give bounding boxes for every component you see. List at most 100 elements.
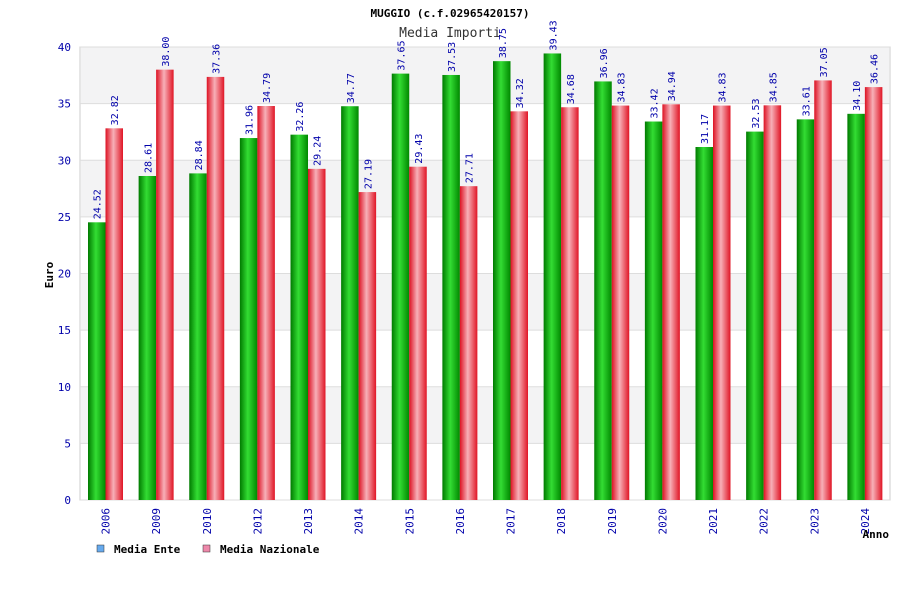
bar-value-label-ente-2009: 28.61 <box>143 143 154 173</box>
bar-nazionale-2019 <box>611 105 630 501</box>
bar-ente-2009 <box>138 175 157 500</box>
y-tick-label: 0 <box>64 494 71 507</box>
bar-value-label-nazionale-2012: 34.79 <box>262 73 273 103</box>
bar-value-label-nazionale-2020: 34.94 <box>667 71 678 101</box>
bar-nazionale-2006 <box>105 128 123 500</box>
bar-value-label-ente-2015: 37.65 <box>397 41 408 71</box>
bar-ente-2021 <box>695 146 713 500</box>
bar-value-label-ente-2012: 31.96 <box>245 105 256 135</box>
bar-value-label-nazionale-2013: 29.24 <box>313 136 324 166</box>
bar-value-label-ente-2020: 33.42 <box>650 88 661 118</box>
bar-nazionale-2017 <box>510 111 528 501</box>
x-tick-label-2006: 2006 <box>100 508 113 535</box>
x-tick-label-2015: 2015 <box>403 508 416 535</box>
bar-nazionale-2013 <box>308 168 326 500</box>
bar-nazionale-2021 <box>713 105 731 501</box>
x-tick-label-2019: 2019 <box>606 508 619 535</box>
y-tick-label: 25 <box>58 211 71 224</box>
bar-ente-2014 <box>341 106 359 501</box>
bar-value-label-ente-2006: 24.52 <box>93 189 104 219</box>
bar-value-label-nazionale-2023: 37.05 <box>819 47 830 77</box>
bar-nazionale-2020 <box>662 104 680 500</box>
bar-nazionale-2016 <box>459 186 478 500</box>
bar-value-label-ente-2010: 28.84 <box>194 140 205 170</box>
bar-ente-2006 <box>88 222 106 500</box>
y-tick-label: 5 <box>64 437 71 450</box>
bar-value-label-nazionale-2021: 34.83 <box>718 72 729 102</box>
bar-value-label-nazionale-2006: 32.82 <box>110 95 121 125</box>
x-tick-label-2021: 2021 <box>707 508 720 535</box>
bar-ente-2018 <box>543 53 562 500</box>
bar-value-label-nazionale-2024: 36.46 <box>870 54 881 84</box>
bar-value-label-nazionale-2022: 34.85 <box>768 72 779 102</box>
x-axis-label: Anno <box>863 528 890 541</box>
x-tick-label-2024: 2024 <box>859 508 872 535</box>
bar-value-label-ente-2014: 34.77 <box>346 73 357 103</box>
bar-value-label-nazionale-2014: 27.19 <box>363 159 374 189</box>
bar-ente-2013 <box>290 134 308 500</box>
bar-ente-2022 <box>746 131 764 500</box>
x-tick-label-2023: 2023 <box>808 508 821 535</box>
x-tick-label-2010: 2010 <box>201 508 214 535</box>
bar-value-label-nazionale-2016: 27.71 <box>465 153 476 183</box>
x-tick-label-2022: 2022 <box>758 508 771 535</box>
bar-value-label-nazionale-2010: 37.36 <box>212 44 223 74</box>
bar-value-label-ente-2019: 36.96 <box>599 48 610 78</box>
bar-nazionale-2022 <box>763 105 782 500</box>
x-tick-label-2014: 2014 <box>353 508 366 535</box>
x-tick-label-2017: 2017 <box>505 508 518 535</box>
x-tick-label-2018: 2018 <box>555 508 568 535</box>
legend-swatch-ente <box>96 544 105 553</box>
x-axis-ticks: 2006 2009 2010 2012 2013 2014 2015 2016 2017 2018… <box>100 508 872 535</box>
bar-ente-2019 <box>594 81 612 500</box>
bar-ente-2023 <box>796 119 815 500</box>
x-tick-label-2013: 2013 <box>302 508 315 535</box>
bar-value-label-ente-2021: 31.17 <box>700 114 711 144</box>
bar-value-label-ente-2023: 33.61 <box>802 86 813 116</box>
x-tick-label-2012: 2012 <box>251 508 264 535</box>
bar-value-label-ente-2017: 38.75 <box>498 28 509 58</box>
bar-value-label-ente-2016: 37.53 <box>447 42 458 72</box>
bar-nazionale-2009 <box>156 69 174 501</box>
x-tick-label-2020: 2020 <box>656 508 669 535</box>
x-tick-label-2009: 2009 <box>150 508 163 535</box>
y-tick-label: 20 <box>58 268 71 281</box>
bar-value-label-nazionale-2017: 34.32 <box>515 78 526 108</box>
chart-title: MUGGIO (c.f.02965420157) <box>371 7 530 20</box>
legend-label-ente: Media Ente <box>114 543 181 556</box>
bars <box>88 53 883 501</box>
bar-ente-2016 <box>442 74 460 500</box>
bar-nazionale-2015 <box>409 166 427 500</box>
chart-subtitle: Media Importi <box>399 26 501 41</box>
bar-value-labels: 24.52 32.82 28.61 38.00 28.84 37.36 31.96 34.79… <box>93 20 881 219</box>
y-tick-label: 10 <box>58 381 71 394</box>
bar-nazionale-2012 <box>257 106 275 501</box>
bar-value-label-ente-2013: 32.26 <box>295 102 306 132</box>
bar-ente-2020 <box>644 121 663 501</box>
bar-nazionale-2024 <box>864 87 883 500</box>
x-tick-label-2016: 2016 <box>454 508 467 535</box>
bar-nazionale-2010 <box>206 76 225 500</box>
bar-nazionale-2014 <box>358 192 377 501</box>
bar-value-label-nazionale-2018: 34.68 <box>566 74 577 104</box>
bar-value-label-ente-2022: 32.53 <box>751 98 762 128</box>
y-tick-label: 40 <box>58 41 71 54</box>
legend-label-nazionale: Media Nazionale <box>220 543 320 556</box>
bar-ente-2015 <box>391 73 410 501</box>
bar-value-label-ente-2024: 34.10 <box>852 81 863 111</box>
legend: Media Ente Media Nazionale <box>96 543 320 556</box>
bar-value-label-nazionale-2015: 29.43 <box>414 134 425 164</box>
bar-ente-2012 <box>239 138 258 501</box>
bar-nazionale-2018 <box>561 107 579 501</box>
bar-ente-2017 <box>493 61 511 500</box>
y-axis-ticks: 0 5 10 15 20 25 30 35 40 <box>58 41 71 507</box>
bar-nazionale-2023 <box>814 80 832 500</box>
bar-value-label-ente-2018: 39.43 <box>548 20 559 50</box>
bar-value-label-nazionale-2009: 38.00 <box>161 37 172 67</box>
y-tick-label: 15 <box>58 324 71 337</box>
bar-value-label-nazionale-2019: 34.83 <box>617 72 628 102</box>
y-tick-label: 30 <box>58 154 71 167</box>
legend-swatch-nazionale <box>202 544 211 553</box>
